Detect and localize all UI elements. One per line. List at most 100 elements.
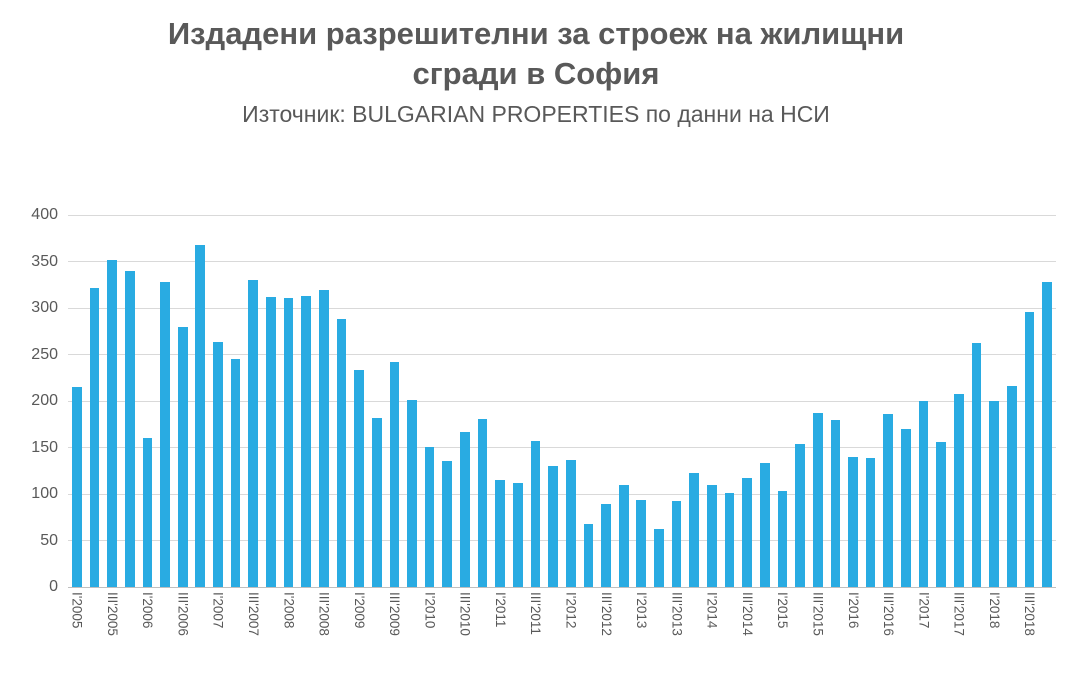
x-tick-slot: I'2009 <box>350 592 368 674</box>
x-tick-slot <box>121 592 139 674</box>
x-tick-label: I'2016 <box>845 592 861 629</box>
bar-I'2008 <box>283 297 294 587</box>
x-tick-slot <box>650 592 668 674</box>
bar-III'2014 <box>742 478 752 587</box>
bar-slot <box>68 215 86 587</box>
x-tick-label: III'2008 <box>316 592 332 636</box>
bar-IV'2010 <box>477 418 488 587</box>
x-tick-slot <box>791 592 809 674</box>
bar-slot <box>968 215 986 587</box>
bar-IV'2008 <box>336 319 347 587</box>
bar-slot <box>103 215 121 587</box>
x-tick-label: III'2012 <box>598 592 614 636</box>
x-tick-slot <box>297 592 315 674</box>
bar-slot <box>827 215 845 587</box>
bar-slot <box>544 215 562 587</box>
x-tick-label: I'2006 <box>140 592 156 629</box>
x-tick-label: I'2012 <box>563 592 579 629</box>
bar-III'2016 <box>883 414 894 587</box>
bar-I'2005 <box>71 387 82 587</box>
bar-II'2012 <box>583 523 594 587</box>
bar-slot <box>474 215 492 587</box>
x-tick-label: III'2016 <box>881 592 897 636</box>
bar-II'2008 <box>301 295 311 587</box>
x-tick-slot: I'2014 <box>703 592 721 674</box>
gridlines <box>68 214 1056 588</box>
bar-slot <box>650 215 668 587</box>
y-tick-label: 250 <box>31 345 58 363</box>
bar-slot <box>191 215 209 587</box>
bar-slot <box>209 215 227 587</box>
bar-III'2005 <box>107 259 117 587</box>
x-tick-label: I'2015 <box>775 592 791 629</box>
bar-slot <box>86 215 104 587</box>
bar-IV'2018 <box>1042 281 1052 587</box>
bar-III'2011 <box>530 441 541 587</box>
x-tick-slot <box>615 592 633 674</box>
bar-slot <box>456 215 474 587</box>
bar-slot <box>262 215 280 587</box>
bar-slot <box>421 215 439 587</box>
bar-slot <box>1021 215 1039 587</box>
chart-subtitle: Източник: BULGARIAN PROPERTIES по данни … <box>242 101 830 128</box>
bar-slot <box>879 215 897 587</box>
x-tick-slot: III'2009 <box>386 592 404 674</box>
x-tick-slot <box>403 592 421 674</box>
x-tick-label: III'2015 <box>810 592 826 636</box>
bar-slot <box>685 215 703 587</box>
x-tick-slot <box>368 592 386 674</box>
x-tick-label: III'2017 <box>951 592 967 636</box>
x-tick-slot: III'2015 <box>809 592 827 674</box>
chart-title: Издадени разрешителни за строеж на жилищ… <box>167 16 905 91</box>
bar-III'2009 <box>389 361 400 587</box>
x-tick-slot <box>474 592 492 674</box>
bar-slot <box>597 215 615 587</box>
y-tick-label: 100 <box>31 485 58 502</box>
x-tick-slot: I'2006 <box>139 592 157 674</box>
x-tick-slot: I'2007 <box>209 592 227 674</box>
bar-slot <box>985 215 1003 587</box>
x-axis-line <box>68 586 1056 588</box>
x-tick-slot <box>1003 592 1021 674</box>
x-tick-slot <box>827 592 845 674</box>
x-tick-slot: I'2010 <box>421 592 439 674</box>
bar-III'2006 <box>177 326 188 587</box>
y-tick-label: 50 <box>40 531 58 549</box>
x-tick-slot: I'2011 <box>491 592 509 674</box>
bar-II'2016 <box>865 457 876 587</box>
x-tick-slot: III'2007 <box>244 592 262 674</box>
x-tick-label: III'2018 <box>1022 592 1038 636</box>
x-tick-slot <box>333 592 351 674</box>
x-tick-slot <box>438 592 456 674</box>
bar-slot <box>315 215 333 587</box>
x-tick-slot <box>862 592 880 674</box>
bar-I'2011 <box>495 480 506 587</box>
x-tick-label: I'2018 <box>986 592 1002 629</box>
bar-slot <box>721 215 739 587</box>
x-tick-label: I'2005 <box>69 592 85 629</box>
bar-slot <box>703 215 721 587</box>
bar-slot <box>633 215 651 587</box>
y-tick-label: 400 <box>31 206 58 223</box>
bar-II'2010 <box>442 460 453 587</box>
bar-slot <box>1003 215 1021 587</box>
bar-slot <box>862 215 880 587</box>
bar-slot <box>438 215 456 587</box>
y-tick-label: 350 <box>31 252 58 270</box>
x-tick-label: I'2008 <box>281 592 297 629</box>
x-tick-label: I'2009 <box>351 592 367 629</box>
bar-IV'2015 <box>830 419 841 587</box>
x-tick-slot: III'2011 <box>527 592 545 674</box>
bar-slot <box>756 215 774 587</box>
y-axis-labels: 0 50 100 150 200 250 300 350 400 <box>0 206 58 595</box>
x-tick-slot: III'2014 <box>738 592 756 674</box>
bar-IV'2005 <box>124 270 135 587</box>
x-tick-slot <box>685 592 703 674</box>
x-tick-label: I'2010 <box>422 592 438 629</box>
bar-IV'2017 <box>971 343 982 587</box>
x-axis-labels: I'2005 III'2005 I'2006 III'2006 I'2007 III'20… <box>68 592 1056 674</box>
bar-series <box>68 215 1056 587</box>
gridline <box>68 214 1056 216</box>
bar-I'2007 <box>213 342 223 587</box>
x-tick-slot <box>1038 592 1056 674</box>
